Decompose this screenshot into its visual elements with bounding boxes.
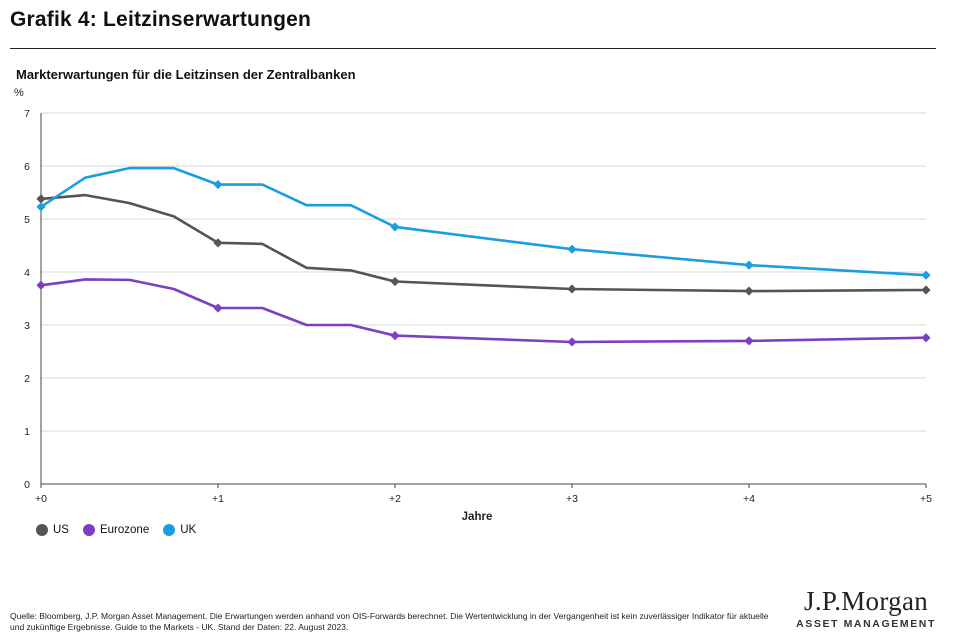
y-tick-labels: 0 1 2 3 4 5 6 7 — [24, 108, 30, 491]
source-note: Quelle: Bloomberg, J.P. Morgan Asset Man… — [10, 611, 769, 632]
x-tick-label-3: +3 — [566, 493, 578, 505]
marker-uk-0 — [36, 202, 46, 212]
x-tick-label-5: +5 — [920, 493, 932, 505]
marker-uk-2 — [390, 222, 400, 232]
x-tick-label-2: +2 — [389, 493, 401, 505]
logo-subtitle: ASSET MANAGEMENT — [796, 618, 936, 630]
y-tick-label-2: 2 — [24, 373, 30, 385]
marker-eurozone-3 — [567, 337, 577, 347]
marker-uk-5 — [921, 270, 931, 280]
chart-title: Markterwartungen für die Leitzinsen der … — [16, 67, 356, 82]
marker-us-5 — [921, 285, 931, 295]
series-markers — [36, 179, 931, 347]
x-tick-label-1: +1 — [212, 493, 224, 505]
y-tick-label-4: 4 — [24, 267, 30, 279]
marker-eurozone-2 — [390, 331, 400, 341]
page-title: Grafik 4: Leitzinserwartungen — [10, 8, 312, 31]
title-divider — [10, 48, 936, 49]
legend-swatch-uk — [163, 524, 176, 536]
series-line-eurozone — [40, 278, 927, 344]
y-tick-label-5: 5 — [24, 214, 30, 226]
y-tick-label-7: 7 — [24, 108, 30, 120]
marker-us-2 — [390, 276, 400, 287]
marker-us-1 — [213, 238, 223, 248]
logo-wordmark: J.P.Morgan — [804, 586, 929, 616]
axes — [40, 113, 927, 488]
x-tick-labels: +0 +1 +2 +3 +4 +5 — [35, 493, 932, 505]
legend-swatch-us — [36, 524, 48, 536]
y-tick-label-6: 6 — [24, 161, 30, 173]
legend: US Eurozone UK — [36, 524, 196, 536]
legend-label-eurozone: Eurozone — [99, 524, 150, 536]
legend-label-uk: UK — [180, 524, 197, 536]
y-tick-label-0: 0 — [24, 479, 30, 491]
x-axis-label: Jahre — [462, 511, 493, 523]
marker-us-3 — [567, 284, 577, 294]
series-line-uk — [40, 166, 927, 277]
legend-item-uk: UK — [163, 524, 196, 536]
gridlines — [41, 112, 926, 432]
x-tick-label-4: +4 — [743, 493, 755, 505]
series-lines — [40, 166, 927, 344]
legend-swatch-eurozone — [82, 524, 95, 536]
legend-item-eurozone: Eurozone — [82, 524, 150, 536]
marker-uk-4 — [744, 260, 754, 270]
marker-us-4 — [744, 286, 754, 296]
marker-eurozone-1 — [213, 303, 223, 313]
marker-us-0 — [36, 194, 46, 204]
legend-item-us: US — [36, 524, 69, 536]
marker-uk-1 — [213, 179, 223, 190]
x-tick-label-0: +0 — [35, 493, 47, 505]
marker-eurozone-5 — [921, 333, 931, 343]
marker-eurozone-4 — [744, 336, 754, 346]
legend-label-us: US — [53, 524, 69, 536]
series-line-us — [40, 193, 927, 293]
y-tick-label-3: 3 — [24, 320, 30, 332]
y-axis-unit-label: % — [14, 87, 24, 99]
jpmorgan-logo: J.P.Morgan ASSET MANAGEMENT — [796, 586, 936, 630]
y-tick-label-1: 1 — [24, 426, 30, 438]
marker-uk-3 — [567, 244, 577, 254]
marker-eurozone-0 — [36, 280, 46, 290]
